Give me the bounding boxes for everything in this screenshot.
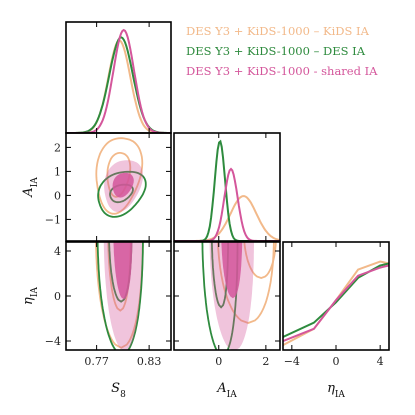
marginal-line-aia [174, 167, 280, 241]
panel-frame [65, 132, 172, 242]
legend-entry: DES Y3 + KiDS-1000 – DES IA [186, 44, 366, 58]
y-tick-label: 1 [54, 165, 61, 178]
contour-68-fill [112, 172, 134, 198]
marginal-line-eta [283, 264, 389, 343]
y-tick-label: −4 [45, 335, 61, 348]
panel-eta-marginal [283, 260, 389, 346]
x-tick-label: 0 [215, 355, 222, 368]
contour-68-fill [221, 242, 243, 299]
x-tick-label: 2 [262, 355, 269, 368]
y-tick-label: 0 [54, 290, 61, 303]
x-axis-label-aia: AIA [216, 381, 237, 400]
contour-68-fill [113, 242, 133, 300]
y-tick-label: 2 [54, 141, 61, 154]
x-tick-label: 4 [377, 355, 384, 368]
panel-s8-aia [95, 137, 147, 218]
panel-aia-marginal [174, 139, 280, 241]
contour-95-line [95, 137, 144, 215]
x-axis-label-s8: S8 [111, 381, 126, 400]
x-tick-label: 0.83 [137, 355, 162, 368]
legend-entry: DES Y3 + KiDS-1000 - shared IA [186, 64, 378, 78]
marginal-line-s8 [66, 36, 171, 133]
panel-frame [173, 132, 281, 242]
marginal-line-eta [283, 262, 389, 338]
panel-s8-marginal [66, 28, 171, 133]
marginal-line-aia [174, 139, 280, 241]
x-tick-label: 0.77 [84, 355, 109, 368]
y-axis-label-aia: AIA [21, 177, 40, 198]
y-tick-label: 4 [54, 245, 61, 258]
legend: DES Y3 + KiDS-1000 – KiDS IA DES Y3 + KiD… [186, 24, 378, 78]
marginal-line-s8 [66, 39, 171, 133]
panel-s8-eta [95, 242, 144, 350]
contour-95-line [96, 242, 144, 350]
contour-68-line [243, 242, 277, 279]
y-tick-label: 0 [54, 189, 61, 202]
contour-95-line [97, 170, 147, 218]
x-axis-label-eta: ηIA [327, 381, 345, 400]
y-axis-label-eta: ηIA [21, 287, 40, 305]
contour-95-line [217, 242, 275, 324]
marginal-line-s8 [66, 28, 171, 133]
marginal-line-aia [174, 195, 280, 241]
y-tick-label: −1 [45, 213, 61, 226]
legend-entry: DES Y3 + KiDS-1000 – KiDS IA [186, 24, 370, 38]
x-tick-label: −4 [284, 355, 300, 368]
x-tick-label: 0 [333, 355, 340, 368]
panel-aia-eta [201, 242, 277, 350]
